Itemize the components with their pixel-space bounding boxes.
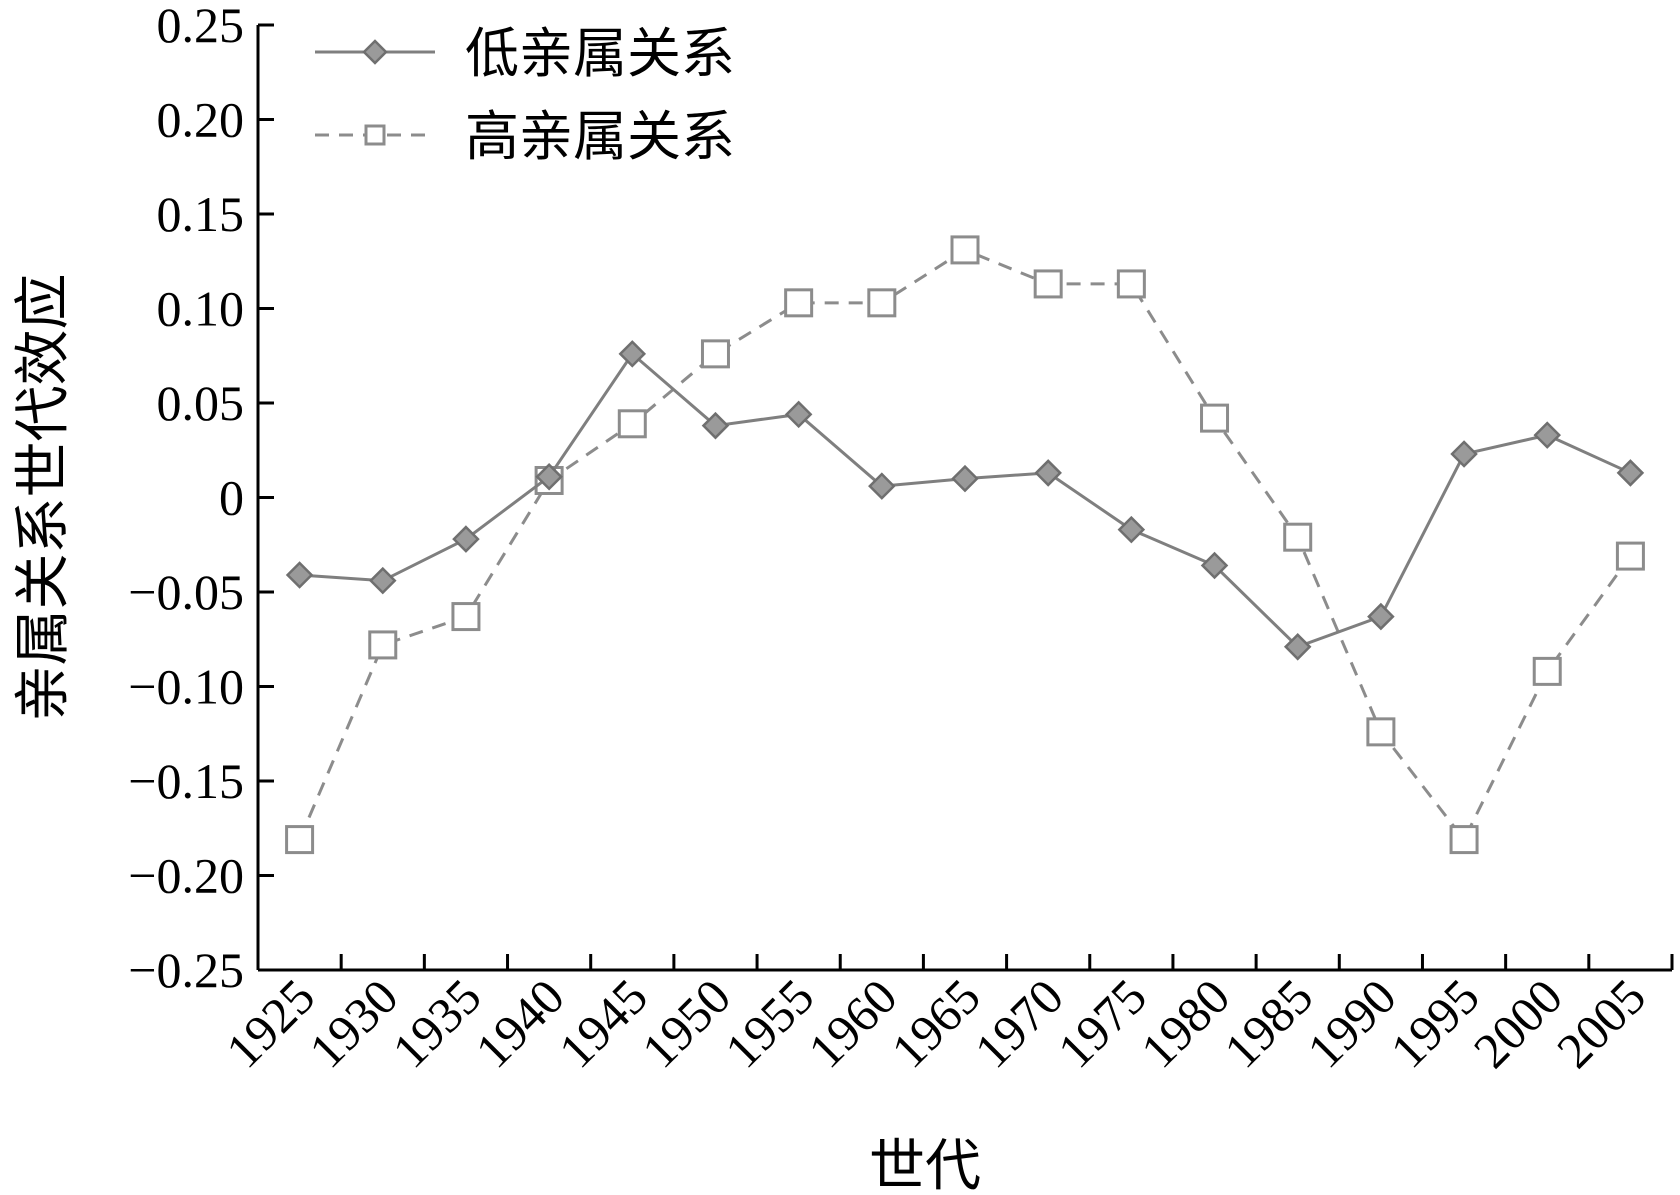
x-tick-label: 1930 (298, 968, 408, 1078)
x-tick-label: 1945 (548, 968, 658, 1078)
x-tick-label: 1980 (1130, 968, 1240, 1078)
data-point-diamond (368, 566, 397, 595)
legend-label: 低亲属关系 (465, 22, 735, 85)
data-point-square (1366, 717, 1396, 747)
x-axis-title: 世代 (869, 1134, 981, 1195)
legend-label: 高亲属关系 (465, 105, 735, 168)
data-point-diamond (1034, 459, 1062, 487)
data-point-square (784, 288, 814, 318)
x-tick-label: 1990 (1296, 968, 1406, 1078)
legend-item: 高亲属关系 (315, 105, 735, 168)
data-point-square (950, 235, 980, 265)
y-axis-ticks: 0.25 0.20 0.15 0.10 0.05 0 −0.05 −0.10 −0.15 −0.2… (128, 0, 274, 998)
x-tick-label: 1975 (1047, 968, 1157, 1078)
y-tick-label: −0.10 (128, 659, 244, 715)
data-point-diamond (1367, 602, 1395, 631)
x-tick-label: 1995 (1380, 968, 1490, 1078)
data-point-square (451, 602, 481, 632)
y-tick-label: 0.25 (157, 0, 245, 53)
data-point-diamond (951, 464, 979, 493)
series-layer (285, 235, 1645, 855)
data-point-diamond (868, 472, 896, 500)
data-point-diamond (618, 340, 647, 368)
legend-marker-diamond (362, 39, 388, 65)
y-tick-label: −0.05 (128, 564, 244, 620)
data-point-square (1615, 541, 1645, 571)
y-tick-label: −0.20 (128, 848, 244, 904)
x-tick-label: 2000 (1463, 968, 1573, 1078)
data-point-square (867, 288, 897, 318)
y-tick-label: 0 (219, 470, 244, 526)
data-point-square (700, 339, 730, 369)
data-point-diamond (1450, 440, 1478, 468)
series-line (298, 248, 1632, 843)
legend-item: 低亲属关系 (315, 22, 735, 85)
data-point-diamond (452, 525, 480, 553)
data-point-diamond (535, 462, 563, 491)
data-point-square (1532, 656, 1562, 686)
series-high (285, 235, 1645, 855)
data-point-square (1200, 403, 1230, 433)
x-tick-label: 1965 (880, 968, 990, 1078)
x-tick-label: 1935 (381, 968, 491, 1078)
data-point-diamond (1533, 421, 1562, 449)
data-point-square (1116, 269, 1146, 299)
x-tick-label: 1950 (631, 968, 741, 1078)
data-point-diamond (784, 400, 813, 429)
data-point-diamond (1117, 515, 1146, 544)
data-point-square (617, 409, 647, 439)
y-tick-label: 0.05 (157, 375, 245, 431)
data-point-square (285, 825, 315, 855)
y-tick-label: −0.15 (128, 753, 244, 809)
y-axis-title: 亲属关系世代效应 (11, 274, 76, 722)
y-tick-label: 0.20 (157, 92, 245, 148)
x-tick-label: 1940 (465, 968, 575, 1078)
data-point-square (1449, 825, 1479, 855)
data-point-diamond (1616, 459, 1645, 487)
y-tick-label: −0.25 (128, 942, 244, 998)
data-point-square (368, 630, 398, 660)
x-axis-ticks: 1925193019351940194519501955196019651970… (215, 954, 1674, 1078)
data-point-square (1033, 269, 1063, 299)
y-tick-label: 0.10 (157, 281, 245, 337)
data-point-diamond (1200, 551, 1229, 580)
series-low (285, 340, 1645, 661)
legend-marker-square (364, 124, 386, 146)
x-tick-label: 2005 (1546, 968, 1656, 1078)
x-tick-label: 1985 (1213, 968, 1323, 1078)
y-tick-label: 0.15 (157, 186, 245, 242)
x-tick-label: 1970 (964, 968, 1074, 1078)
data-point-diamond (285, 561, 314, 589)
x-tick-label: 1960 (797, 968, 907, 1078)
series-line (299, 351, 1632, 649)
data-point-diamond (701, 411, 730, 440)
data-point-diamond (1283, 633, 1312, 661)
data-point-square (1283, 522, 1313, 552)
x-tick-label: 1955 (714, 968, 824, 1078)
